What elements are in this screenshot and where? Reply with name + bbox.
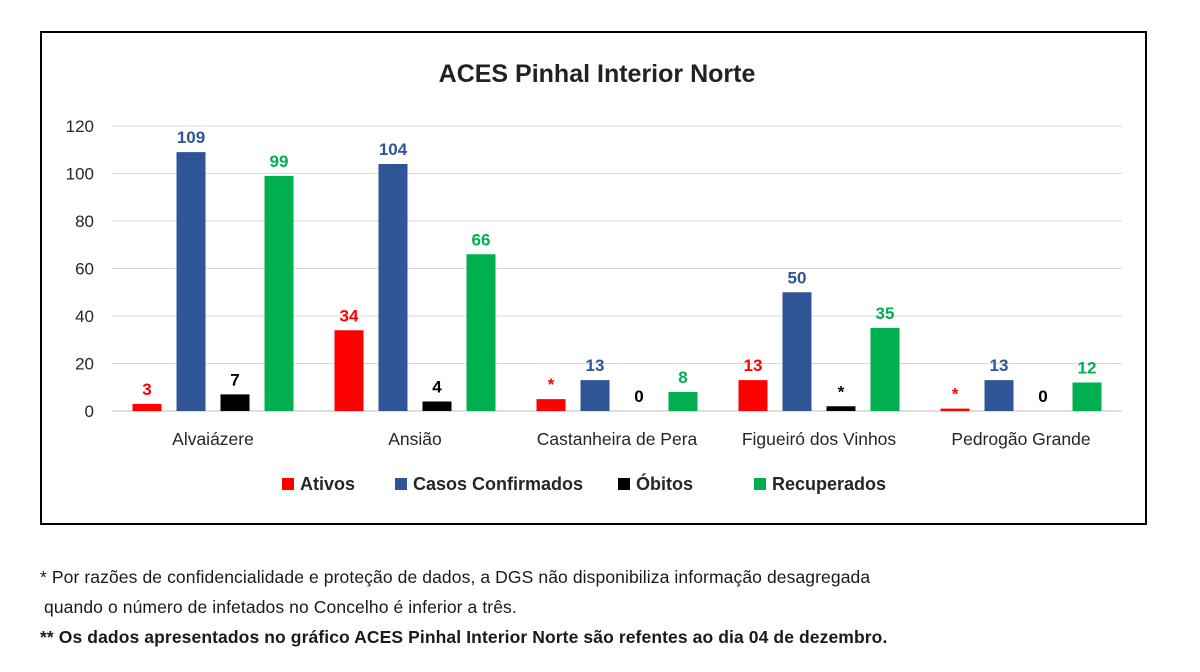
- legend-entry: Casos Confirmados: [413, 474, 583, 494]
- y-tick-label: 60: [75, 260, 94, 279]
- legend-swatch: [618, 478, 630, 490]
- legend-entry: Recuperados: [772, 474, 886, 494]
- y-tick-label: 0: [85, 402, 94, 421]
- chart-title: ACES Pinhal Interior Norte: [439, 60, 756, 88]
- data-label: 7: [230, 370, 239, 389]
- bar-casos-confirmados: [176, 152, 206, 411]
- data-label: 50: [788, 268, 807, 287]
- legend-swatch: [395, 478, 407, 490]
- bar-ativos: [738, 380, 768, 411]
- y-tick-label: 100: [66, 165, 94, 184]
- data-label: 13: [744, 356, 763, 375]
- bar-recuperados: [466, 254, 496, 411]
- data-label: 99: [270, 152, 289, 171]
- bar-recuperados: [870, 327, 900, 411]
- x-tick-label: Pedrogão Grande: [951, 429, 1090, 449]
- bar-casos-confirmados: [984, 380, 1014, 411]
- bar-casos-confirmados: [782, 292, 812, 411]
- data-label: *: [952, 385, 959, 404]
- data-label: 35: [876, 304, 895, 323]
- data-label: 13: [586, 356, 605, 375]
- x-tick-label: Figueiró dos Vinhos: [742, 429, 897, 449]
- data-label: 8: [678, 368, 687, 387]
- bar-casos-confirmados: [580, 380, 610, 411]
- data-label: 34: [340, 306, 359, 325]
- legend-entry: Ativos: [300, 474, 355, 494]
- data-label: 12: [1078, 359, 1097, 378]
- data-label: *: [838, 382, 845, 401]
- legend-swatch: [282, 478, 294, 490]
- chart-frame: ACES Pinhal Interior Norte 0 20 40 60 80 100 12…: [40, 31, 1147, 525]
- data-label: 13: [990, 356, 1009, 375]
- bar-ativos: [132, 403, 162, 411]
- footnote-confidentiality-cont: quando o número de infetados no Concelho…: [44, 597, 517, 617]
- footnote-confidentiality: * Por razões de confidencialidade e prot…: [40, 567, 871, 587]
- x-tick-label: Castanheira de Pera: [537, 429, 698, 449]
- y-tick-label: 80: [75, 212, 94, 231]
- bar-ativos: [334, 330, 364, 411]
- data-label: 66: [472, 230, 491, 249]
- data-label: 0: [1038, 387, 1047, 406]
- bar-casos-confirmados: [378, 164, 408, 411]
- data-label: 0: [634, 387, 643, 406]
- y-tick-label: 40: [75, 307, 94, 326]
- x-tick-label: Ansião: [388, 429, 442, 449]
- bar-recuperados: [1072, 382, 1102, 411]
- bar-óbitos: [422, 401, 452, 411]
- bar-óbitos: [220, 394, 250, 411]
- x-tick-label: Alvaiázere: [172, 429, 254, 449]
- y-tick-label: 20: [75, 355, 94, 374]
- bar-chart: ACES Pinhal Interior Norte02040608010012…: [66, 60, 1122, 494]
- data-label: *: [548, 375, 555, 394]
- bar-ativos: [940, 408, 970, 411]
- y-tick-label: 120: [66, 117, 94, 136]
- footnote-data-date: ** Os dados apresentados no gráfico ACES…: [40, 627, 888, 647]
- legend-swatch: [754, 478, 766, 490]
- data-label: 3: [142, 380, 151, 399]
- bar-ativos: [536, 399, 566, 411]
- bar-recuperados: [264, 175, 294, 411]
- bar-recuperados: [668, 392, 698, 411]
- data-label: 109: [177, 128, 205, 147]
- data-label: 104: [379, 140, 408, 159]
- legend-entry: Óbitos: [636, 473, 693, 494]
- bar-óbitos: [826, 406, 856, 411]
- data-label: 4: [432, 378, 442, 397]
